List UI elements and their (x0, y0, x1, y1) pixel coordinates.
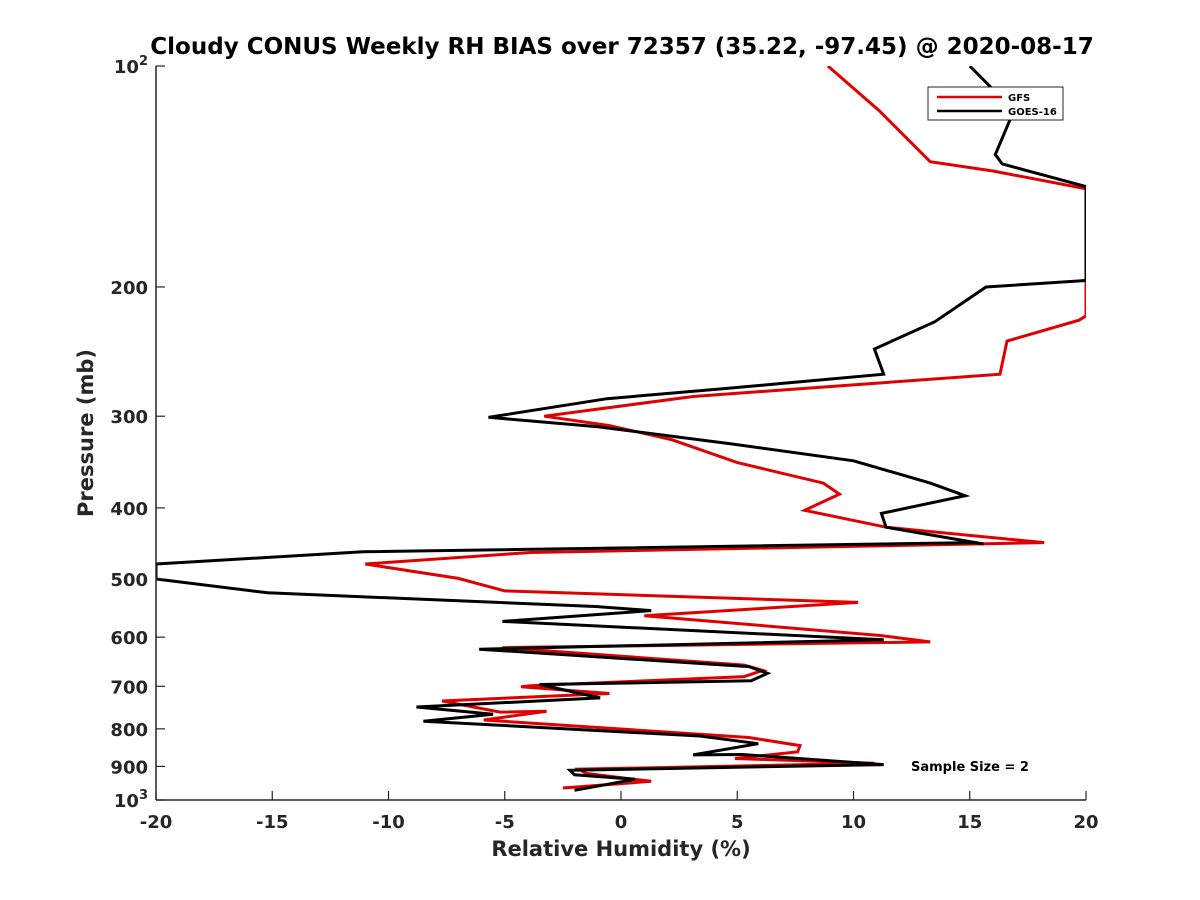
y-tick-exponent: 3 (139, 788, 148, 803)
x-tick-label: -20 (140, 812, 173, 833)
x-tick-label: -5 (495, 812, 515, 833)
x-tick-label: -15 (256, 812, 289, 833)
y-tick-label: 800 (110, 720, 148, 741)
y-tick-label: 900 (110, 757, 148, 778)
series-layer (156, 66, 1086, 792)
sample-size-annotation: Sample Size = 2 (911, 760, 1029, 775)
y-tick-exponent: 2 (139, 54, 148, 69)
y-tick-label: 103 (114, 788, 148, 812)
x-tick-label: 15 (957, 812, 982, 833)
legend-label-gfs: GFS (1008, 93, 1030, 104)
x-tick-label: 20 (1073, 812, 1098, 833)
x-tick-label: -10 (372, 812, 405, 833)
y-tick-label: 500 (110, 570, 148, 591)
series-line-goes16 (156, 66, 1086, 792)
x-tick-label: 5 (731, 812, 744, 833)
y-tick-label: 102 (114, 54, 148, 78)
y-tick-label: 200 (110, 278, 148, 299)
y-tick-label: 700 (110, 677, 148, 698)
y-axis-label: Pressure (mb) (74, 349, 98, 517)
y-tick-label: 400 (110, 499, 148, 520)
y-tick-base: 10 (114, 57, 139, 78)
legend: GFS GOES-16 (927, 86, 1064, 121)
x-ticks: -20 -15 -10 -5 0 5 10 15 20 (140, 791, 1099, 833)
x-tick-label: 0 (615, 812, 628, 833)
x-axis-label: Relative Humidity (%) (491, 837, 750, 861)
y-tick-label: 600 (110, 628, 148, 649)
chart-title: Cloudy CONUS Weekly RH BIAS over 72357 (… (150, 34, 1093, 60)
legend-box (927, 86, 1064, 121)
legend-label-goes16: GOES-16 (1008, 107, 1057, 118)
y-tick-base: 10 (114, 791, 139, 812)
y-tick-label: 300 (110, 407, 148, 428)
series-line-gfs (365, 66, 1086, 790)
x-tick-label: 10 (841, 812, 866, 833)
